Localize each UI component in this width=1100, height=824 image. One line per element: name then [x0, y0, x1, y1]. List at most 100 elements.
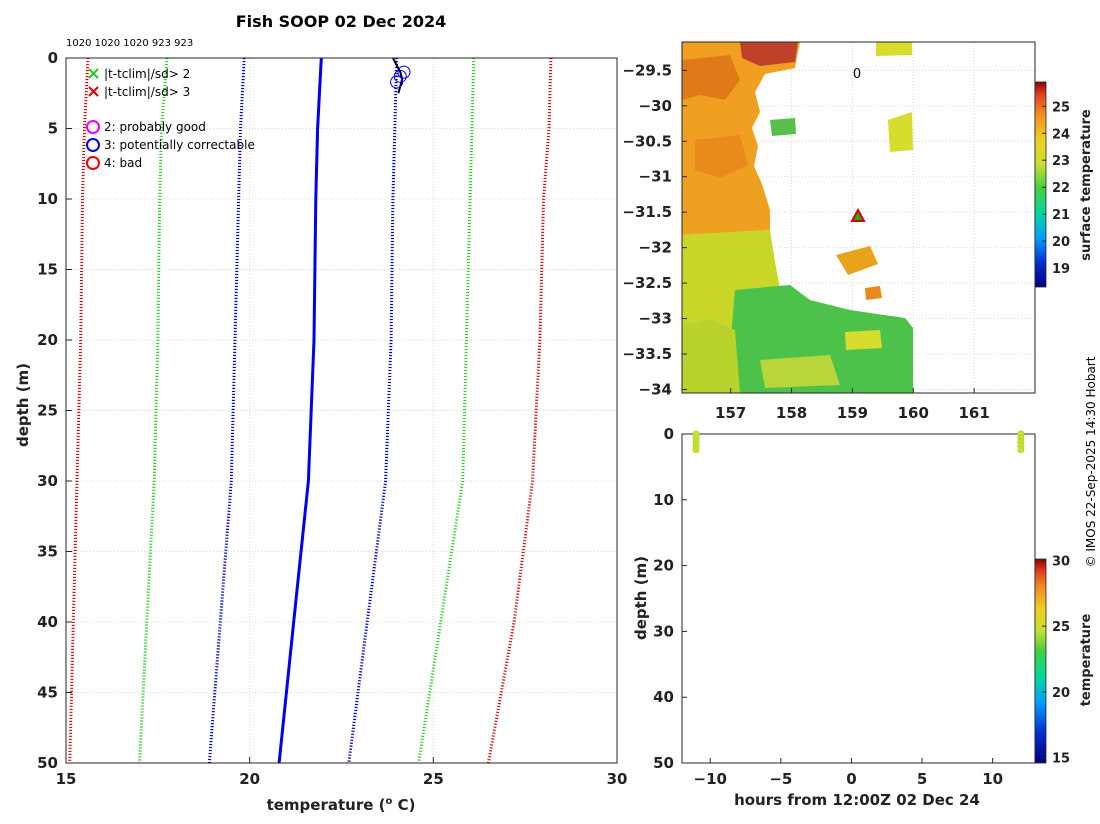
profile-tick-label-y: 30 — [37, 472, 58, 490]
map-east-patch-6 — [845, 330, 882, 350]
map-tick-label-y: −34 — [639, 380, 672, 398]
profile-top-annotation: 1020 1020 1020 923 923 — [66, 38, 193, 49]
profile-line-clim-1sd-high — [347, 57, 399, 764]
legend-item-clim2: |t-tclim|/sd> 2 — [88, 67, 190, 81]
profile-x-axis-label-tail: C) — [392, 796, 415, 814]
profile-flag-marker — [397, 65, 411, 79]
profile-plot: 15 20 25 30 0 5 10 15 20 25 30 35 40 45 50 1020 1020 1… — [14, 38, 627, 814]
map-tick-label-y: −30.5 — [622, 132, 672, 150]
td-tick-label-y: 50 — [653, 754, 674, 772]
profile-tick-label-y: 45 — [37, 684, 58, 702]
td-y-axis-label: depth (m) — [632, 556, 650, 640]
legend-label-probably-good: 2: probably good — [104, 120, 206, 134]
td-tick-label-x: 0 — [846, 770, 856, 788]
map-tick-label-y: −29.5 — [622, 61, 672, 79]
map-east-patch-3 — [865, 286, 882, 300]
legend-circle-blue — [86, 138, 100, 152]
profile-tick-label-y: 25 — [37, 402, 58, 420]
map-red-patch-nw — [740, 42, 798, 66]
map-orange-patch-2 — [695, 135, 748, 178]
map-colorbar-tick-label: 25 — [1052, 100, 1070, 115]
map-yellow-green-band — [682, 318, 740, 393]
td-x-axis-label: hours from 12:00Z 02 Dec 24 — [734, 791, 980, 809]
profile-tick-label-y: 20 — [37, 331, 58, 349]
profile-flags — [390, 65, 411, 89]
profile-tick-label-y: 5 — [48, 120, 58, 138]
map-colorbar-tick-label: 20 — [1052, 235, 1070, 250]
profile-legend: |t-tclim|/sd> 2 |t-tclim|/sd> 3 2: proba… — [86, 67, 255, 170]
copyright-notice: © IMOS 22-Sep-2025 14:30 Hobart — [1084, 356, 1098, 567]
legend-item-probably-good: 2: probably good — [86, 120, 206, 134]
map-colorbar — [1034, 81, 1047, 288]
map-tick-label-y: −32.5 — [622, 274, 672, 292]
profile-line-clim-mean — [277, 57, 323, 764]
map-yellow-patch-south — [760, 355, 840, 388]
td-tick-label-y: 40 — [653, 688, 674, 706]
map-tick-label-y: −33.5 — [622, 345, 672, 363]
profile-line-clim-2sd-low — [138, 57, 169, 764]
map-annotation: 0 — [853, 67, 861, 82]
td-tick-label-x: −5 — [769, 770, 792, 788]
legend-label-clim3: |t-tclim|/sd> 3 — [104, 85, 190, 99]
profile-x-axis-label-main: temperature ( — [267, 796, 386, 814]
profile-line-clim-3sd-high — [486, 57, 553, 764]
profile-tick-label-y: 15 — [37, 261, 58, 279]
map-colorbar-tick-label: 23 — [1052, 154, 1070, 169]
station-triangle — [850, 207, 866, 222]
map-tick-label-x: 157 — [715, 404, 746, 422]
td-tick-label-y: 20 — [653, 557, 674, 575]
map-east-patch-5 — [770, 118, 796, 136]
profile-ticks: 15 20 25 30 0 5 10 15 20 25 30 35 40 45 50 — [37, 49, 627, 788]
map-orange-patch — [682, 55, 740, 100]
profile-line-clim-1sd-low — [207, 57, 246, 764]
td-colorbar-tick-label: 20 — [1052, 686, 1070, 701]
td-colorbar — [1034, 558, 1047, 764]
profile-series — [68, 57, 553, 764]
profile-tick-label-x: 25 — [423, 770, 444, 788]
profile-x-axis-label: temperature (o C) — [267, 796, 416, 814]
profile-line-clim-2sd-high — [417, 57, 476, 764]
map-ticks: 157 158 159 160 161 −29.5 −30 −30.5 −31 −31.5 −32 −… — [622, 61, 989, 422]
map-tick-label-x: 158 — [776, 404, 807, 422]
legend-circle-magenta — [86, 120, 100, 134]
legend-item-clim3: |t-tclim|/sd> 3 — [88, 85, 190, 99]
td-colorbar-tick-label: 15 — [1052, 752, 1070, 767]
map-tick-label-y: −31 — [639, 168, 672, 186]
profile-tick-label-x: 15 — [56, 770, 77, 788]
td-point — [692, 446, 700, 454]
profile-line-clim-3sd-low — [68, 57, 90, 764]
legend-item-potentially-correctable: 3: potentially correctable — [86, 138, 255, 152]
profile-x-axis-label-sup: o — [385, 796, 392, 807]
td-colorbar-ticks: 15 20 25 30 — [1042, 554, 1070, 767]
profile-tick-label-y: 40 — [37, 613, 58, 631]
legend-x-marker-green — [88, 68, 99, 79]
map-colorbar-tick-label: 19 — [1052, 262, 1070, 277]
map-tick-label-y: −30 — [639, 97, 672, 115]
map-colorbar-label: surface temperature — [1079, 109, 1094, 261]
map-colorbar-tick-label: 22 — [1052, 181, 1070, 196]
map-colorbar-tick-label: 24 — [1052, 127, 1070, 142]
profile-tick-label-x: 30 — [607, 770, 628, 788]
profile-tick-label-x: 20 — [239, 770, 260, 788]
map-east-patch-4 — [876, 42, 912, 56]
map-station-marker — [850, 207, 866, 222]
map-colorbar-ticks: 19 20 21 22 23 24 25 — [1042, 100, 1070, 277]
legend-label-bad: 4: bad — [104, 156, 142, 170]
sst-map: 0 157 158 159 160 161 −29.5 −30 −30.5 −31 −31.5 −3… — [622, 41, 1094, 422]
legend-item-bad: 4: bad — [86, 156, 142, 170]
profile-flag-marker — [390, 75, 404, 89]
profile-tick-label-y: 35 — [37, 543, 58, 561]
legend-label-clim2: |t-tclim|/sd> 2 — [104, 67, 190, 81]
profile-tick-label-y: 10 — [37, 190, 58, 208]
legend-label-potentially-correctable: 3: potentially correctable — [104, 138, 255, 152]
map-east-patch-2 — [836, 246, 878, 275]
td-point — [1017, 446, 1025, 454]
td-ticks: −10 −5 0 5 10 0 10 20 30 40 50 — [653, 425, 1003, 788]
td-tick-label-x: 10 — [982, 770, 1003, 788]
td-tick-label-y: 0 — [664, 425, 674, 443]
map-tick-label-y: −32 — [639, 239, 672, 257]
td-colorbar-tick-label: 25 — [1052, 620, 1070, 635]
td-tick-label-x: 5 — [917, 770, 927, 788]
map-grid — [682, 42, 1035, 393]
map-tick-label-x: 160 — [898, 404, 929, 422]
